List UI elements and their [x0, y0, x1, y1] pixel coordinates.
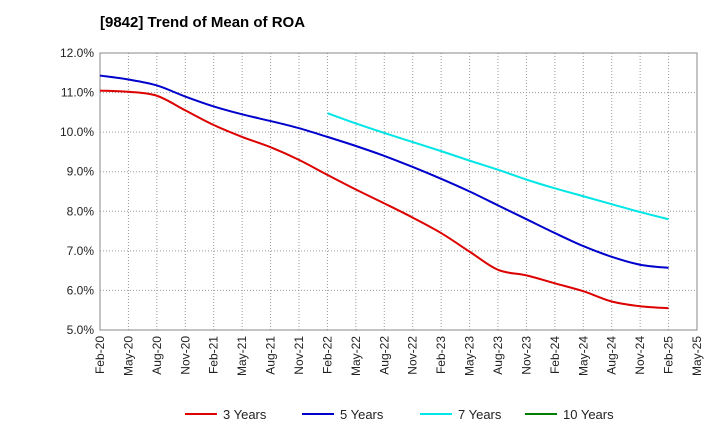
x-tick-label: Aug-23 [491, 336, 505, 375]
y-tick-label: 10.0% [60, 125, 94, 139]
y-axis-ticks: 5.0% 6.0% 7.0% 8.0% 9.0% 10.0% 11.0% 12.0% [60, 46, 94, 337]
series-line-5-years [99, 74, 669, 269]
legend: 3 Years 5 Years 7 Years 10 Years [185, 407, 614, 422]
y-tick-label: 7.0% [67, 244, 95, 258]
legend-label: 10 Years [563, 407, 614, 422]
chart-title: [9842] Trend of Mean of ROA [100, 14, 306, 31]
x-tick-label: Feb-20 [93, 336, 107, 374]
x-tick-label: Nov-20 [178, 336, 192, 375]
series-lines [99, 74, 669, 310]
y-tick-label: 11.0% [61, 86, 94, 100]
plot-area-border [99, 52, 698, 331]
x-tick-label: Nov-24 [633, 336, 647, 375]
y-tick-label: 8.0% [67, 204, 95, 218]
x-tick-label: Feb-25 [662, 336, 676, 374]
x-tick-label: Feb-21 [207, 336, 221, 374]
x-axis-ticks: Feb-20 May-20 Aug-20 Nov-20 Feb-21 May-21 Aug-… [93, 336, 704, 376]
x-tick-label: May-23 [463, 336, 477, 376]
x-tick-label: Feb-22 [320, 336, 334, 374]
series-line-3-years [99, 89, 669, 310]
x-tick-label: Aug-20 [150, 336, 164, 375]
x-tick-label: May-22 [349, 336, 363, 376]
x-tick-label: Aug-24 [605, 336, 619, 375]
series-line-7-years [327, 112, 669, 221]
legend-label: 3 Years [223, 407, 267, 422]
legend-label: 7 Years [458, 407, 502, 422]
legend-label: 5 Years [340, 407, 384, 422]
x-tick-label: Nov-22 [406, 336, 420, 375]
x-tick-label: Aug-22 [377, 336, 391, 375]
y-tick-label: 5.0% [67, 323, 95, 337]
x-tick-label: Nov-23 [519, 336, 533, 375]
y-tick-label: 9.0% [67, 165, 95, 179]
x-tick-label: Feb-24 [548, 336, 562, 374]
x-tick-label: Aug-21 [264, 336, 278, 375]
x-tick-label: Feb-23 [434, 336, 448, 374]
y-tick-label: 6.0% [67, 283, 95, 297]
x-tick-label: May-25 [690, 336, 704, 376]
y-tick-label: 12.0% [60, 46, 94, 60]
x-tick-label: May-24 [576, 336, 590, 376]
x-tick-label: Nov-21 [292, 336, 306, 375]
x-tick-label: May-20 [121, 336, 135, 376]
grid-lines [99, 52, 698, 331]
x-tick-label: May-21 [235, 336, 249, 376]
